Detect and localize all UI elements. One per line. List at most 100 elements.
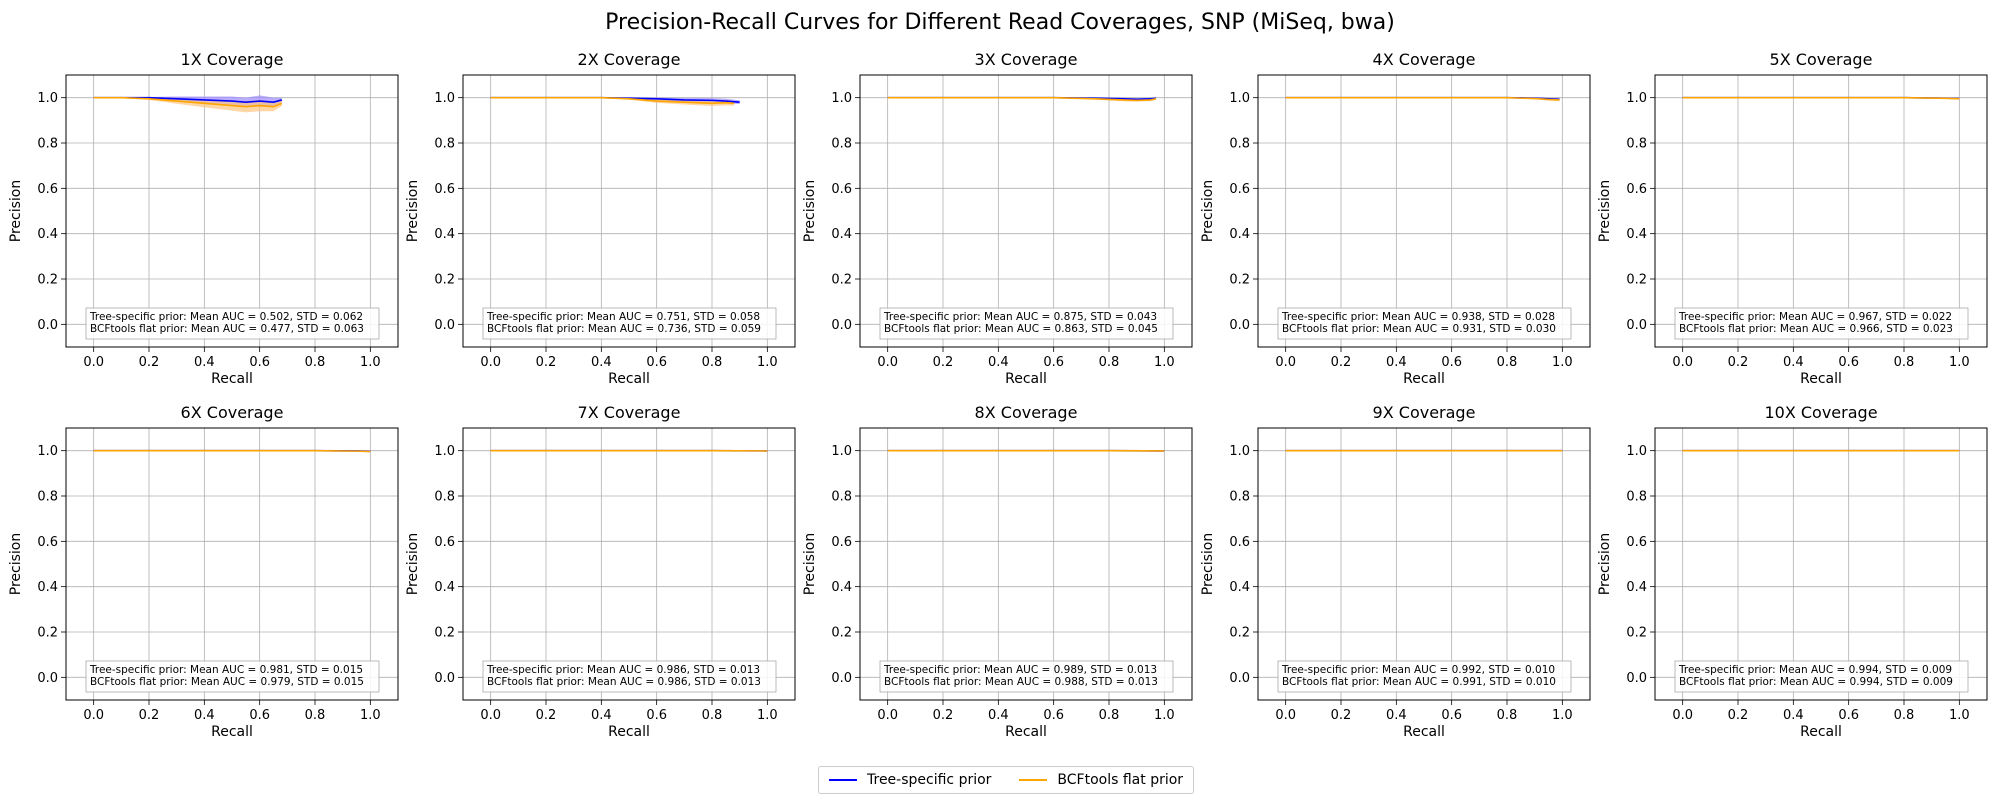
legend-label-tree: Tree-specific prior — [867, 772, 992, 788]
x-tick-label: 0.4 — [591, 708, 612, 723]
y-tick-label: 0.2 — [1626, 626, 1647, 641]
subplot-5: 0.0 0.2 0.4 0.6 0.8 1.0 0.0 0.2 0.4 0.6 0.8 1.0 5X C… — [1597, 50, 1988, 387]
x-tick-label: 0.4 — [1386, 708, 1407, 723]
y-tick-label: 0.6 — [434, 182, 455, 197]
y-axis-label: Precision — [405, 180, 421, 242]
y-tick-label: 0.2 — [1229, 626, 1250, 641]
y-tick-label: 0.8 — [1626, 137, 1647, 152]
y-tick-label: 0.2 — [831, 626, 852, 641]
x-tick-label: 0.8 — [1894, 355, 1915, 370]
y-tick-label: 0.2 — [434, 273, 455, 288]
x-axis-label: Recall — [1005, 371, 1047, 387]
y-axis-label: Precision — [802, 180, 818, 242]
y-tick-label: 1.0 — [831, 91, 852, 106]
y-axis-label: Precision — [802, 533, 818, 595]
x-tick-label: 0.0 — [480, 355, 501, 370]
y-tick-label: 0.0 — [1229, 671, 1250, 686]
auc-annotation-text: Tree-specific prior: Mean AUC = 0.938, S… — [1281, 311, 1555, 323]
subplot-2: 0.0 0.2 0.4 0.6 0.8 1.0 0.0 0.2 0.4 0.6 0.8 1.0 2X C… — [405, 50, 796, 387]
y-tick-label: 0.2 — [1626, 273, 1647, 288]
x-tick-label: 0.6 — [1043, 708, 1064, 723]
y-tick-label: 0.8 — [1229, 137, 1250, 152]
x-tick-label: 1.0 — [757, 708, 778, 723]
y-tick-label: 1.0 — [1229, 444, 1250, 459]
y-tick-label: 1.0 — [1626, 91, 1647, 106]
auc-annotation-box — [482, 660, 777, 693]
x-tick-label: 1.0 — [1154, 708, 1175, 723]
y-tick-label: 1.0 — [434, 91, 455, 106]
x-tick-label: 0.8 — [1894, 708, 1915, 723]
x-tick-label: 0.6 — [1441, 355, 1462, 370]
x-axis-label: Recall — [1403, 371, 1445, 387]
plot-frame — [1257, 427, 1591, 701]
x-tick-label: 0.4 — [988, 355, 1009, 370]
plot-frame — [1654, 74, 1988, 348]
x-tick-label: 1.0 — [360, 708, 381, 723]
y-axis-label: Precision — [1200, 533, 1216, 595]
subplot-6: 0.0 0.2 0.4 0.6 0.8 1.0 0.0 0.2 0.4 0.6 0.8 1.0 6X C… — [8, 403, 399, 740]
legend-swatch-tree — [829, 779, 857, 781]
x-tick-label: 0.0 — [83, 355, 104, 370]
y-tick-label: 0.6 — [1229, 182, 1250, 197]
auc-annotation-text: Tree-specific prior: Mean AUC = 0.967, S… — [1678, 311, 1952, 323]
x-tick-label: 0.4 — [1783, 355, 1804, 370]
y-tick-label: 0.6 — [1626, 535, 1647, 550]
y-tick-label: 0.4 — [1229, 580, 1250, 595]
series-line-2 — [1285, 96, 1560, 101]
series-line-2 — [93, 96, 283, 108]
x-tick-label: 1.0 — [757, 355, 778, 370]
x-tick-label: 1.0 — [1552, 355, 1573, 370]
y-tick-label: 0.6 — [37, 535, 58, 550]
x-tick-label: 0.4 — [591, 355, 612, 370]
x-axis-label: Recall — [608, 724, 650, 740]
figure-title: Precision-Recall Curves for Different Re… — [605, 10, 1395, 35]
plot-frame — [1257, 74, 1591, 348]
y-tick-label: 0.4 — [37, 227, 58, 242]
subplot-title: 5X Coverage — [1770, 50, 1873, 69]
y-tick-label: 0.6 — [37, 182, 58, 197]
x-tick-label: 0.8 — [1497, 708, 1518, 723]
auc-annotation-text: BCFtools flat prior: Mean AUC = 0.991, S… — [1282, 676, 1556, 688]
y-tick-label: 0.6 — [1626, 182, 1647, 197]
subplot-7: 0.0 0.2 0.4 0.6 0.8 1.0 0.0 0.2 0.4 0.6 0.8 1.0 7X C… — [405, 403, 796, 740]
x-axis-label: Recall — [1800, 371, 1842, 387]
x-tick-label: 1.0 — [1949, 708, 1970, 723]
x-tick-label: 0.4 — [988, 708, 1009, 723]
auc-annotation-text: Tree-specific prior: Mean AUC = 0.986, S… — [486, 664, 760, 676]
auc-annotation-text: BCFtools flat prior: Mean AUC = 0.931, S… — [1282, 323, 1556, 335]
x-tick-label: 0.8 — [1497, 355, 1518, 370]
auc-annotation-text: BCFtools flat prior: Mean AUC = 0.986, S… — [487, 676, 761, 688]
x-tick-label: 0.2 — [1728, 708, 1749, 723]
y-tick-label: 0.2 — [831, 273, 852, 288]
x-tick-label: 0.0 — [1672, 708, 1693, 723]
plot-frame — [1654, 427, 1988, 701]
x-axis-label: Recall — [608, 371, 650, 387]
y-tick-label: 0.0 — [434, 671, 455, 686]
y-tick-label: 1.0 — [434, 444, 455, 459]
auc-annotation-text: Tree-specific prior: Mean AUC = 0.502, S… — [89, 311, 363, 323]
x-tick-label: 0.2 — [933, 355, 954, 370]
subplot-title: 10X Coverage — [1764, 403, 1877, 422]
auc-annotation-box — [1277, 307, 1572, 340]
y-tick-label: 0.8 — [1626, 490, 1647, 505]
y-axis-label: Precision — [8, 533, 24, 595]
y-tick-label: 0.4 — [434, 580, 455, 595]
subplot-title: 7X Coverage — [578, 403, 681, 422]
y-tick-label: 1.0 — [37, 444, 58, 459]
auc-annotation-text: Tree-specific prior: Mean AUC = 0.989, S… — [883, 664, 1157, 676]
auc-annotation-box — [85, 660, 380, 693]
y-tick-label: 0.0 — [37, 318, 58, 333]
x-tick-label: 0.2 — [139, 355, 160, 370]
legend-entry-tree: Tree-specific prior — [829, 772, 991, 788]
y-tick-label: 0.0 — [831, 318, 852, 333]
x-tick-label: 0.4 — [1386, 355, 1407, 370]
x-tick-label: 0.8 — [702, 355, 723, 370]
auc-annotation-text: BCFtools flat prior: Mean AUC = 0.736, S… — [487, 323, 761, 335]
y-tick-label: 0.4 — [434, 227, 455, 242]
plot-frame — [65, 74, 399, 348]
y-axis-label: Precision — [8, 180, 24, 242]
plot-frame — [859, 427, 1193, 701]
x-tick-label: 0.6 — [249, 355, 270, 370]
y-tick-label: 0.2 — [1229, 273, 1250, 288]
